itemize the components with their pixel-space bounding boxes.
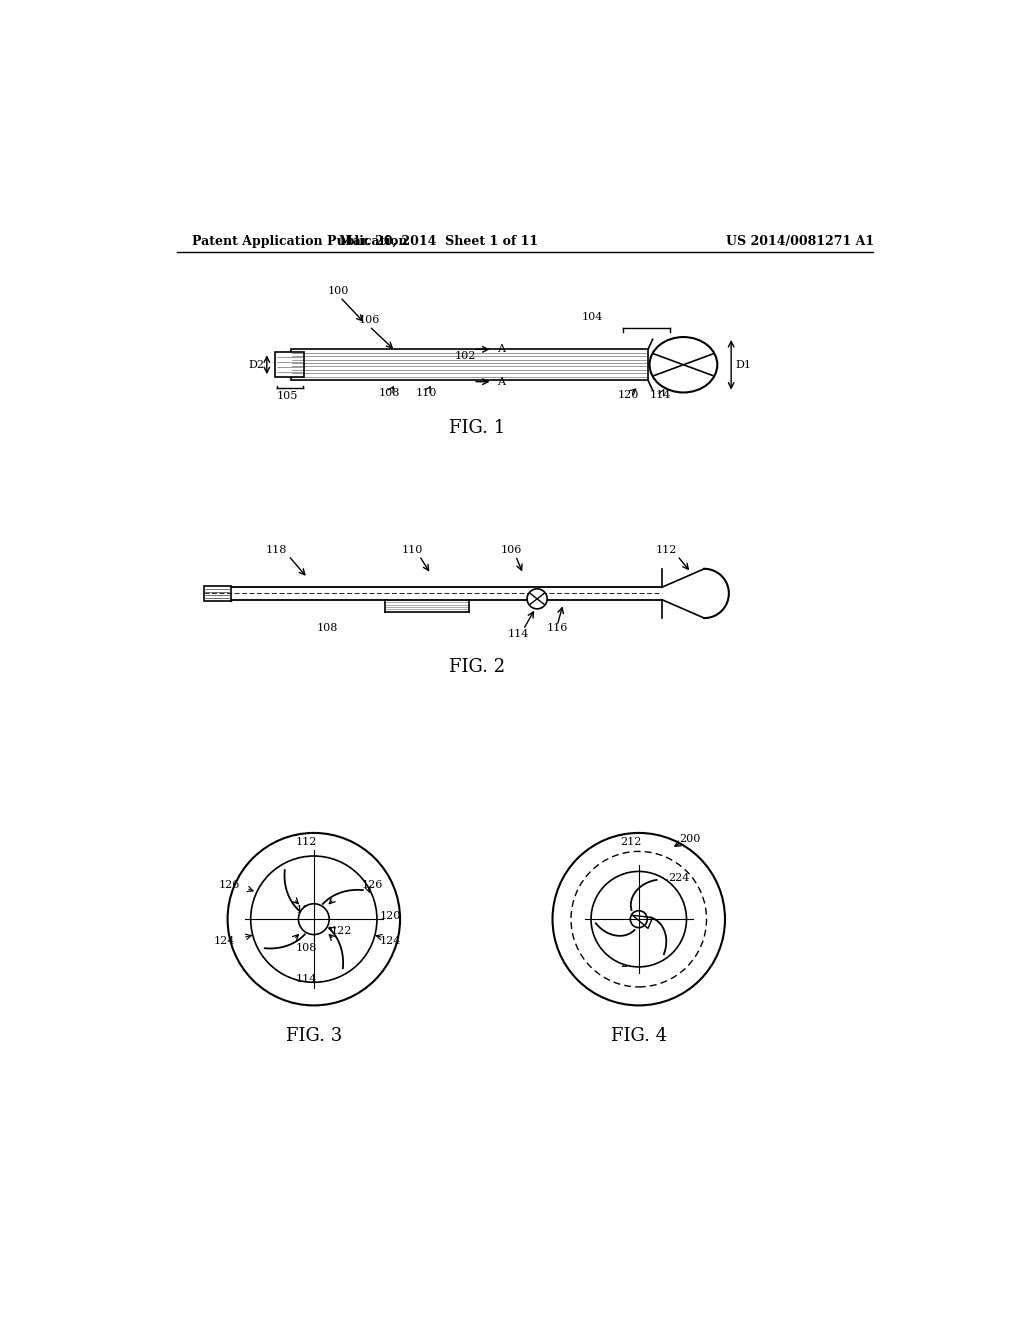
Text: Mar. 20, 2014  Sheet 1 of 11: Mar. 20, 2014 Sheet 1 of 11 <box>339 235 539 248</box>
Text: US 2014/0081271 A1: US 2014/0081271 A1 <box>726 235 874 248</box>
Text: 124: 124 <box>214 936 236 945</box>
Text: FIG. 1: FIG. 1 <box>449 418 505 437</box>
Bar <box>204 586 230 601</box>
Bar <box>291 350 648 380</box>
Circle shape <box>591 871 686 968</box>
Text: 208: 208 <box>621 944 642 953</box>
Text: 108: 108 <box>379 388 400 399</box>
Text: 106: 106 <box>296 906 316 915</box>
Circle shape <box>527 589 547 609</box>
Text: 110: 110 <box>416 388 437 399</box>
Bar <box>275 352 304 378</box>
Text: 126: 126 <box>361 879 383 890</box>
Text: 114: 114 <box>649 389 671 400</box>
Text: 224: 224 <box>668 873 689 883</box>
Circle shape <box>227 833 400 1006</box>
Text: 114: 114 <box>296 974 316 985</box>
Text: 102: 102 <box>455 351 475 360</box>
Text: FIG. 2: FIG. 2 <box>449 657 505 676</box>
Text: 108: 108 <box>296 944 316 953</box>
Text: 108: 108 <box>316 623 338 634</box>
Text: 126: 126 <box>218 879 240 890</box>
Circle shape <box>251 857 377 982</box>
Text: 110: 110 <box>401 545 423 554</box>
Text: Patent Application Publication: Patent Application Publication <box>193 235 408 248</box>
Text: A: A <box>497 345 505 354</box>
Text: 104: 104 <box>582 312 603 322</box>
Text: 212: 212 <box>621 837 642 847</box>
Text: FIG. 3: FIG. 3 <box>286 1027 342 1045</box>
Ellipse shape <box>649 337 717 392</box>
Text: D1: D1 <box>736 360 752 370</box>
Text: D2: D2 <box>249 360 264 370</box>
Text: 200: 200 <box>679 834 700 843</box>
Text: 226: 226 <box>594 917 615 927</box>
Circle shape <box>553 833 725 1006</box>
Text: 214: 214 <box>621 958 642 969</box>
Text: 118: 118 <box>265 545 287 554</box>
Text: 206: 206 <box>606 898 628 907</box>
Text: 114: 114 <box>508 630 529 639</box>
Circle shape <box>571 851 707 987</box>
Text: 112: 112 <box>664 347 685 358</box>
Text: 106: 106 <box>500 545 521 554</box>
Text: 112: 112 <box>296 837 316 847</box>
Text: 100: 100 <box>328 286 349 296</box>
Text: FIG. 4: FIG. 4 <box>610 1027 667 1045</box>
Text: 222: 222 <box>646 909 668 920</box>
Text: 124: 124 <box>380 936 401 945</box>
Circle shape <box>298 904 330 935</box>
Text: 122: 122 <box>331 927 352 936</box>
Text: 106: 106 <box>358 315 380 325</box>
Text: 120: 120 <box>617 389 639 400</box>
Text: 105: 105 <box>276 391 298 400</box>
Text: A: A <box>497 376 505 387</box>
Text: 120: 120 <box>380 911 401 921</box>
Circle shape <box>631 911 647 928</box>
Text: 116: 116 <box>547 623 567 634</box>
Text: 112: 112 <box>655 545 677 554</box>
